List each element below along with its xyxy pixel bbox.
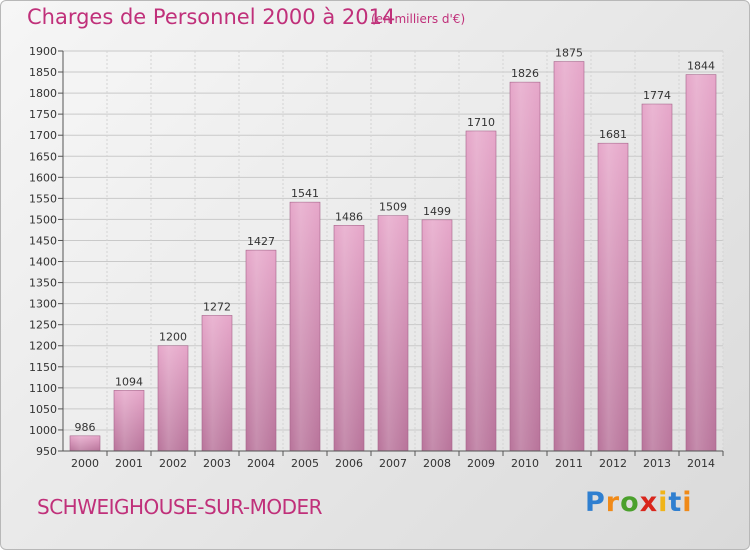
x-tick-label: 2009 [467,457,495,470]
y-tick-label: 1900 [29,45,57,58]
bar-highlight [378,215,408,451]
y-tick-label: 950 [36,445,57,458]
bar-value-label: 1509 [379,201,407,214]
bar-value-label: 1541 [291,187,319,200]
y-tick-label: 1500 [29,213,57,226]
logo-letter: P [585,487,606,518]
commune-name: SCHWEIGHOUSE-SUR-MODER [37,495,323,519]
y-tick-label: 1650 [29,150,57,163]
bar-value-label: 1844 [687,60,715,73]
bar-highlight [466,131,496,451]
y-tick-label: 1150 [29,361,57,374]
chart-subtitle: (en milliers d'€) [371,12,466,26]
bar-highlight [290,202,320,451]
bar-highlight [642,104,672,451]
x-tick-label: 2010 [511,457,539,470]
x-tick-label: 2000 [71,457,99,470]
bar-highlight [422,219,452,451]
y-tick-label: 1050 [29,403,57,416]
y-tick-label: 1600 [29,171,57,184]
bar-value-label: 1826 [511,67,539,80]
x-tick-label: 2001 [115,457,143,470]
bar-value-label: 1875 [555,47,583,60]
x-tick-label: 2005 [291,457,319,470]
bar-value-label: 1094 [115,375,143,388]
bar-value-label: 1272 [203,300,231,313]
y-tick-label: 1200 [29,340,57,353]
x-tick-label: 2013 [643,457,671,470]
logo-letter: i [658,487,669,518]
logo-letter: t [668,487,683,518]
bar-value-label: 1710 [467,116,495,129]
bar-value-label: 986 [75,421,96,434]
bar-value-label: 1427 [247,235,275,248]
x-tick-label: 2002 [159,457,187,470]
bar-value-label: 1486 [335,210,363,223]
logo-letter: r [605,487,621,518]
bar-highlight [334,225,364,451]
x-tick-label: 2014 [687,457,715,470]
x-tick-label: 2006 [335,457,363,470]
y-tick-label: 1550 [29,192,57,205]
x-tick-label: 2004 [247,457,275,470]
y-tick-label: 1400 [29,256,57,269]
bar-highlight [554,61,584,452]
bar-highlight [246,250,276,451]
bar-highlight [510,82,540,451]
y-tick-label: 1250 [29,319,57,332]
y-tick-label: 1000 [29,424,57,437]
y-tick-label: 1850 [29,66,57,79]
y-tick-label: 1350 [29,277,57,290]
bar-value-label: 1681 [599,128,627,141]
logo-letter: x [639,487,659,518]
y-tick-label: 1700 [29,129,57,142]
bars: 986 1094 1200 1272 1427 1541 1486 1509 1499 1710 1… [69,47,717,452]
bar-highlight [686,74,716,451]
axes: 950 1000 1050 1100 1150 1200 1250 1300 1350 1400 1… [29,45,724,470]
y-tick-label: 1450 [29,234,57,247]
bar-highlight [114,390,144,451]
proxiti-logo[interactable]: Proxiti [585,487,693,518]
x-tick-label: 2003 [203,457,231,470]
y-tick-label: 1800 [29,87,57,100]
bar-value-label: 1774 [643,89,671,102]
chart-title: Charges de Personnel 2000 à 2014 [27,5,396,29]
y-tick-label: 1750 [29,108,57,121]
x-tick-label: 2007 [379,457,407,470]
logo-letter: i [682,487,693,518]
y-tick-label: 1300 [29,298,57,311]
bar-value-label: 1200 [159,331,187,344]
logo-letter: o [620,487,640,518]
bar-highlight [158,345,188,451]
x-tick-label: 2011 [555,457,583,470]
x-tick-label: 2008 [423,457,451,470]
bar-highlight [202,315,232,451]
bar-highlight [70,435,100,451]
y-tick-label: 1100 [29,382,57,395]
bar-highlight [598,143,628,452]
x-tick-label: 2012 [599,457,627,470]
bar-value-label: 1499 [423,205,451,218]
